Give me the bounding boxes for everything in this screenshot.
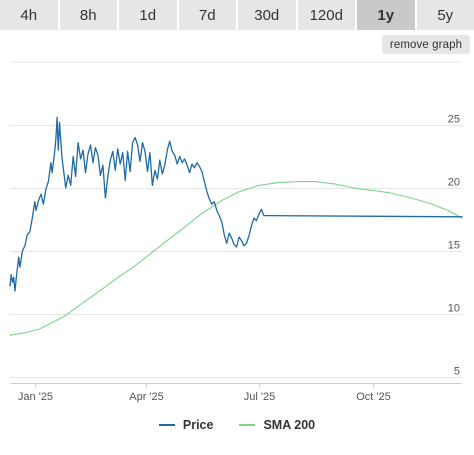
y-tick-label: 20 <box>448 177 460 189</box>
legend-swatch-price <box>158 424 175 426</box>
y-tick-label: 5 <box>454 366 460 378</box>
timeframe-tabs: 4h 8h 1d 7d 30d 120d 1y 5y <box>0 0 474 30</box>
y-tick-label: 10 <box>448 303 460 315</box>
tab-7d[interactable]: 7d <box>178 0 236 30</box>
x-tick-label: Apr '25 <box>129 391 164 403</box>
tab-4h[interactable]: 4h <box>0 0 58 30</box>
price-line <box>9 116 463 292</box>
tab-30d[interactable]: 30d <box>238 0 296 30</box>
y-tick-label: 25 <box>448 114 460 126</box>
chart-legend: Price SMA 200 <box>0 418 474 432</box>
legend-item-price[interactable]: Price <box>158 418 214 432</box>
remove-graph-button[interactable]: remove graph <box>382 35 470 54</box>
tab-8h[interactable]: 8h <box>59 0 117 30</box>
tab-1y[interactable]: 1y <box>357 0 415 30</box>
sma-200-line <box>9 181 463 336</box>
legend-label-sma: SMA 200 <box>263 418 316 432</box>
legend-item-sma[interactable]: SMA 200 <box>239 418 315 432</box>
tab-120d[interactable]: 120d <box>297 0 355 30</box>
x-tick-label: Oct '25 <box>356 391 391 403</box>
legend-label-price: Price <box>182 418 214 432</box>
legend-swatch-sma <box>239 424 256 426</box>
tab-1d[interactable]: 1d <box>119 0 177 30</box>
x-tick-label: Jul '25 <box>244 391 275 403</box>
x-tick-label: Jan '25 <box>18 391 53 403</box>
tab-5y[interactable]: 5y <box>416 0 474 30</box>
y-tick-label: 15 <box>448 240 460 252</box>
